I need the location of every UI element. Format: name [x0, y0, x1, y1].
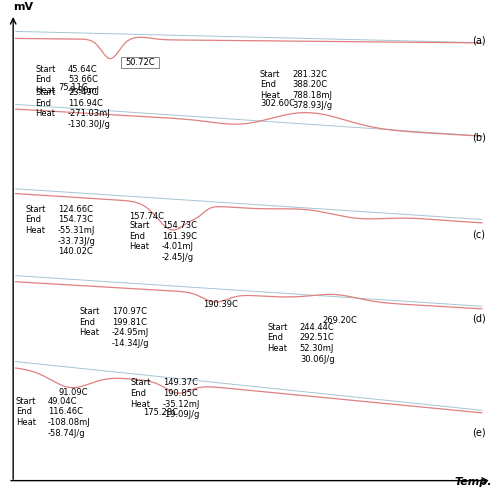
Text: End: End: [130, 232, 146, 241]
Text: 53.66C: 53.66C: [68, 75, 98, 84]
Text: 91.09C: 91.09C: [58, 388, 88, 397]
Text: Heat: Heat: [36, 86, 56, 95]
Text: Start: Start: [26, 205, 46, 214]
Text: Heat: Heat: [130, 399, 150, 409]
Text: mV: mV: [13, 2, 34, 12]
Text: Start: Start: [16, 397, 36, 406]
Text: Heat: Heat: [36, 109, 56, 118]
Text: (b): (b): [472, 132, 486, 142]
Text: Heat: Heat: [260, 91, 280, 100]
Text: -130.30J/g: -130.30J/g: [68, 120, 111, 129]
FancyBboxPatch shape: [122, 57, 160, 68]
Text: 190.85C: 190.85C: [162, 389, 198, 398]
Text: -108.08mJ: -108.08mJ: [48, 418, 91, 427]
Text: End: End: [36, 98, 52, 108]
Text: -58.74J/g: -58.74J/g: [48, 429, 86, 438]
Text: 302.60C: 302.60C: [260, 98, 295, 108]
Text: 30.06J/g: 30.06J/g: [300, 355, 334, 364]
Text: 116.46C: 116.46C: [48, 407, 83, 416]
Text: End: End: [26, 215, 42, 224]
Text: 244.44C: 244.44C: [300, 323, 334, 332]
Text: -4.01mJ: -4.01mJ: [162, 243, 194, 251]
Text: 292.51C: 292.51C: [300, 334, 334, 343]
Text: End: End: [16, 407, 32, 416]
Text: 116.94C: 116.94C: [68, 98, 103, 108]
Text: (a): (a): [472, 36, 486, 46]
Text: -24.95mJ: -24.95mJ: [112, 328, 149, 337]
Text: Start: Start: [36, 88, 56, 97]
Text: End: End: [260, 80, 276, 89]
Text: Temp.: Temp.: [454, 477, 492, 487]
Text: 175.28C: 175.28C: [143, 408, 178, 417]
Text: -2.45J/g: -2.45J/g: [162, 253, 194, 262]
Text: 788.18mJ: 788.18mJ: [292, 91, 333, 100]
Text: 199.81C: 199.81C: [112, 318, 147, 326]
Text: 170.97C: 170.97C: [112, 307, 147, 316]
Text: -9.90mJ: -9.90mJ: [68, 86, 100, 95]
Text: End: End: [36, 75, 52, 84]
Text: End: End: [130, 389, 146, 398]
Text: Heat: Heat: [268, 344, 287, 353]
Text: Start: Start: [130, 221, 150, 230]
Text: 154.73C: 154.73C: [162, 221, 196, 230]
Text: 50.72C: 50.72C: [126, 58, 155, 67]
Text: Heat: Heat: [130, 243, 150, 251]
Text: (d): (d): [472, 313, 486, 323]
Text: 269.20C: 269.20C: [322, 316, 357, 325]
Text: End: End: [80, 318, 96, 326]
Text: 281.32C: 281.32C: [292, 70, 328, 78]
Text: Start: Start: [130, 378, 150, 388]
Text: 45.64C: 45.64C: [68, 65, 98, 74]
Text: (c): (c): [472, 230, 485, 240]
Text: -55.31mJ: -55.31mJ: [58, 226, 96, 235]
Text: Heat: Heat: [16, 418, 36, 427]
Text: Heat: Heat: [26, 226, 46, 235]
Text: -33.73J/g: -33.73J/g: [58, 237, 96, 245]
Text: 52.30mJ: 52.30mJ: [300, 344, 334, 353]
Text: 388.20C: 388.20C: [292, 80, 328, 89]
Text: 149.37C: 149.37C: [162, 378, 198, 388]
Text: 157.74C: 157.74C: [130, 212, 164, 221]
Text: -19.09J/g: -19.09J/g: [162, 410, 200, 419]
Text: 154.73C: 154.73C: [58, 215, 93, 224]
Text: Heat: Heat: [80, 328, 100, 337]
Text: 124.66C: 124.66C: [58, 205, 93, 214]
Text: Start: Start: [268, 323, 288, 332]
Text: Start: Start: [80, 307, 100, 316]
Text: (e): (e): [472, 427, 486, 438]
Text: -271.03mJ: -271.03mJ: [68, 109, 111, 118]
Text: Start: Start: [36, 65, 56, 74]
Text: 140.02C: 140.02C: [58, 247, 93, 256]
Text: 161.39C: 161.39C: [162, 232, 196, 241]
Text: 49.04C: 49.04C: [48, 397, 78, 406]
Text: -14.34J/g: -14.34J/g: [112, 339, 150, 348]
Text: 378.93J/g: 378.93J/g: [292, 101, 333, 110]
Text: 190.39C: 190.39C: [202, 300, 237, 309]
Text: Start: Start: [260, 70, 280, 78]
Text: -35.12mJ: -35.12mJ: [162, 399, 200, 409]
Text: 75.11C: 75.11C: [58, 83, 88, 92]
Text: End: End: [268, 334, 283, 343]
Text: 23.49C: 23.49C: [68, 88, 98, 97]
